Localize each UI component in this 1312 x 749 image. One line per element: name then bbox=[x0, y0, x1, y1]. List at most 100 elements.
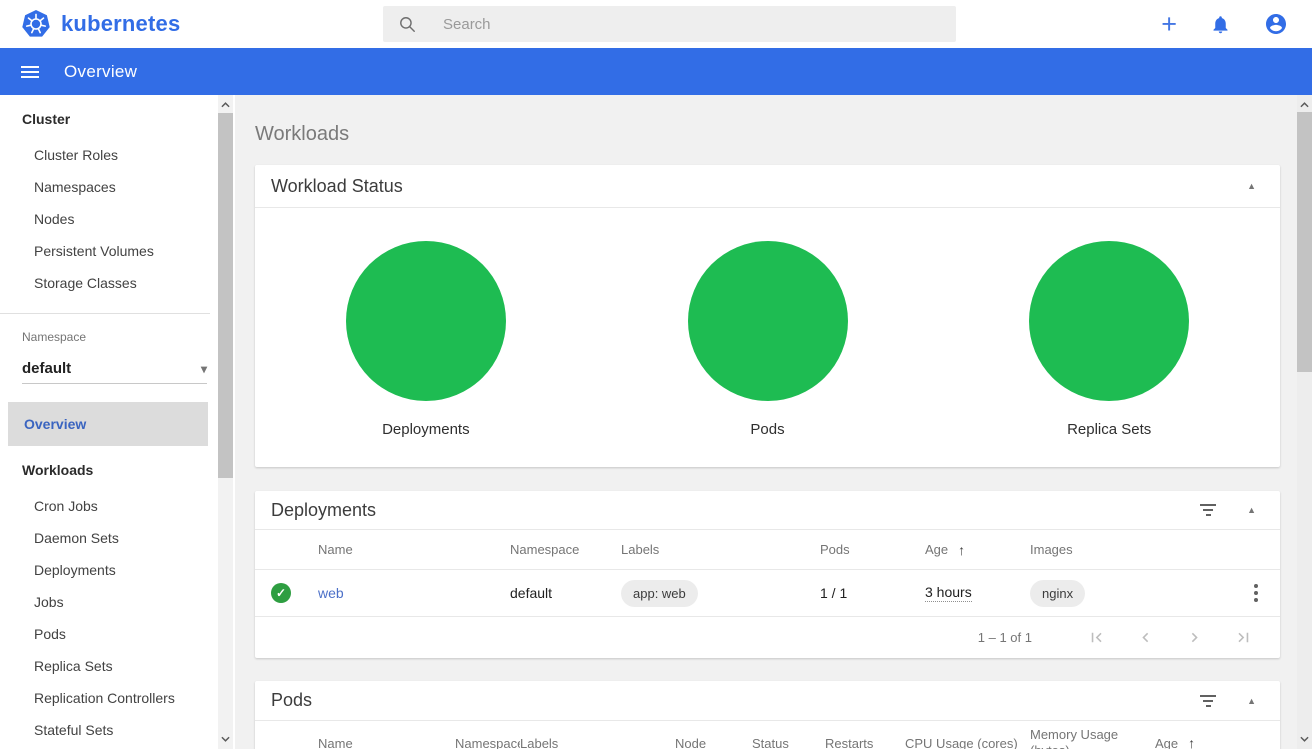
row-actions-kebab-icon[interactable] bbox=[1254, 584, 1258, 602]
workloads-items: Cron Jobs Daemon Sets Deployments Jobs P… bbox=[0, 490, 235, 746]
sidebar-item-stateful-sets[interactable]: Stateful Sets bbox=[34, 722, 114, 738]
search-icon bbox=[400, 16, 415, 32]
scroll-down-icon[interactable] bbox=[218, 731, 233, 747]
brand[interactable]: kubernetes bbox=[0, 9, 180, 39]
column-header-age[interactable]: Age ↑ bbox=[925, 541, 966, 558]
sort-ascending-icon: ↑ bbox=[1188, 735, 1196, 749]
deployments-card: Deployments ▲ Name Namespace Labels Pods… bbox=[255, 491, 1280, 658]
deployments-table-header: Name Namespace Labels Pods Age ↑ Images bbox=[255, 530, 1280, 570]
top-bar: kubernetes + bbox=[0, 0, 1312, 48]
card-title: Deployments bbox=[271, 499, 377, 520]
filter-icon[interactable] bbox=[1200, 504, 1217, 516]
sidebar-item-replica-sets[interactable]: Replica Sets bbox=[34, 658, 113, 674]
column-header-cpu-usage[interactable]: CPU Usage (cores) bbox=[905, 735, 1018, 749]
namespace-select[interactable]: default ▾ bbox=[22, 354, 207, 384]
plus-icon: + bbox=[1161, 8, 1177, 39]
deployments-donut-chart bbox=[345, 241, 506, 401]
scroll-down-icon[interactable] bbox=[1297, 731, 1312, 747]
pods-chart: Pods bbox=[597, 241, 939, 438]
last-page-icon[interactable] bbox=[1219, 628, 1268, 647]
user-avatar-icon bbox=[1266, 14, 1286, 34]
collapse-icon[interactable]: ▲ bbox=[1247, 181, 1256, 191]
page-title: Workloads bbox=[255, 123, 350, 145]
chart-label: Replica Sets bbox=[1067, 421, 1152, 438]
deployments-chart: Deployments bbox=[255, 241, 597, 438]
sidebar-item-nodes[interactable]: Nodes bbox=[34, 211, 75, 227]
main-scrollbar[interactable] bbox=[1297, 95, 1312, 749]
card-title: Workload Status bbox=[271, 175, 403, 196]
pods-donut-chart bbox=[687, 241, 848, 401]
status-ok-icon: ✓ bbox=[271, 583, 291, 603]
pagination: 1 – 1 of 1 bbox=[255, 617, 1280, 658]
main-scrollbar-thumb[interactable] bbox=[1297, 112, 1312, 372]
namespace-value: default bbox=[22, 360, 72, 377]
search-input[interactable] bbox=[443, 15, 883, 33]
sidebar-item-replication-controllers[interactable]: Replication Controllers bbox=[34, 690, 175, 706]
sort-ascending-icon: ↑ bbox=[958, 541, 966, 558]
cell-pods: 1 / 1 bbox=[820, 585, 848, 601]
next-page-icon[interactable] bbox=[1170, 628, 1219, 647]
column-header-images[interactable]: Images bbox=[1030, 542, 1073, 557]
column-header-namespace[interactable]: Namespace bbox=[510, 542, 580, 557]
sidebar-item-deployments[interactable]: Deployments bbox=[34, 562, 116, 578]
body: Cluster Cluster Roles Namespaces Nodes P… bbox=[0, 95, 1312, 749]
filter-icon[interactable] bbox=[1200, 694, 1217, 707]
deployment-name-link[interactable]: web bbox=[318, 585, 344, 601]
sidebar-item-cluster-roles[interactable]: Cluster Roles bbox=[34, 147, 119, 163]
column-header-pods[interactable]: Pods bbox=[820, 542, 850, 557]
cell-age: 3 hours bbox=[925, 584, 972, 602]
first-page-icon[interactable] bbox=[1072, 628, 1121, 647]
sidebar-scrollbar[interactable] bbox=[218, 95, 233, 749]
column-header-restarts[interactable]: Restarts bbox=[825, 735, 874, 749]
bell-icon bbox=[1213, 15, 1228, 33]
column-header-node[interactable]: Node bbox=[675, 735, 707, 749]
dropdown-arrow-icon: ▾ bbox=[200, 361, 207, 376]
pods-card: Pods ▲ Name Namespace Labels Node Status… bbox=[255, 681, 1280, 749]
collapse-icon[interactable]: ▲ bbox=[1247, 505, 1256, 515]
deployments-header: Deployments ▲ bbox=[255, 491, 1280, 530]
column-header-name[interactable]: Name bbox=[318, 542, 353, 557]
column-header-memory-usage[interactable]: Memory Usage (bytes) bbox=[1030, 727, 1119, 749]
column-header-labels[interactable]: Labels bbox=[520, 735, 559, 749]
card-title: Pods bbox=[271, 690, 313, 710]
search-bar[interactable] bbox=[383, 6, 956, 42]
sidebar-scrollbar-thumb[interactable] bbox=[218, 113, 233, 478]
collapse-icon[interactable]: ▲ bbox=[1247, 695, 1256, 706]
sidebar-item-namespaces[interactable]: Namespaces bbox=[34, 179, 116, 195]
pagination-range-label: 1 – 1 of 1 bbox=[977, 630, 1032, 645]
user-menu-button[interactable] bbox=[1264, 12, 1288, 36]
sidebar-item-cluster[interactable]: Cluster bbox=[22, 111, 71, 127]
scroll-up-icon[interactable] bbox=[1297, 97, 1312, 113]
cluster-items: Cluster Roles Namespaces Nodes Persisten… bbox=[0, 139, 235, 299]
sidebar-item-daemon-sets[interactable]: Daemon Sets bbox=[34, 530, 119, 546]
sidebar-divider bbox=[0, 313, 210, 314]
scroll-up-icon[interactable] bbox=[218, 97, 233, 113]
create-resource-button[interactable]: + bbox=[1161, 8, 1177, 39]
replica-sets-donut-chart bbox=[1029, 241, 1190, 401]
workload-status-body: Deployments Pods Replica Sets bbox=[255, 208, 1280, 467]
menu-icon[interactable] bbox=[21, 65, 39, 78]
pods-table-header: Name Namespace Labels Node Status Restar… bbox=[255, 721, 1280, 749]
previous-page-icon[interactable] bbox=[1121, 628, 1170, 647]
notifications-button[interactable] bbox=[1210, 14, 1231, 35]
sidebar-item-overview[interactable]: Overview bbox=[8, 402, 208, 446]
sidebar-item-cron-jobs[interactable]: Cron Jobs bbox=[34, 498, 98, 514]
column-header-age[interactable]: Age ↑ bbox=[1155, 735, 1196, 749]
sidebar-item-workloads[interactable]: Workloads bbox=[22, 462, 94, 478]
sidebar-item-jobs[interactable]: Jobs bbox=[34, 594, 64, 610]
column-header-labels[interactable]: Labels bbox=[621, 542, 660, 557]
appbar-title: Overview bbox=[64, 61, 138, 81]
image-chip: nginx bbox=[1030, 579, 1086, 607]
sidebar-item-pods[interactable]: Pods bbox=[34, 626, 66, 642]
pods-header: Pods ▲ bbox=[255, 681, 1280, 721]
sidebar-item-persistent-volumes[interactable]: Persistent Volumes bbox=[34, 243, 154, 259]
column-header-status[interactable]: Status bbox=[752, 735, 789, 749]
sidebar-item-storage-classes[interactable]: Storage Classes bbox=[34, 275, 137, 291]
column-header-name[interactable]: Name bbox=[318, 735, 353, 749]
main-content: Workloads Workload Status ▲ Deployments bbox=[235, 95, 1312, 749]
replica-sets-chart: Replica Sets bbox=[938, 241, 1280, 438]
column-header-namespace[interactable]: Namespace bbox=[455, 735, 520, 749]
brand-title: kubernetes bbox=[61, 11, 181, 36]
workload-status-card: Workload Status ▲ Deployments Pods bbox=[255, 165, 1280, 467]
